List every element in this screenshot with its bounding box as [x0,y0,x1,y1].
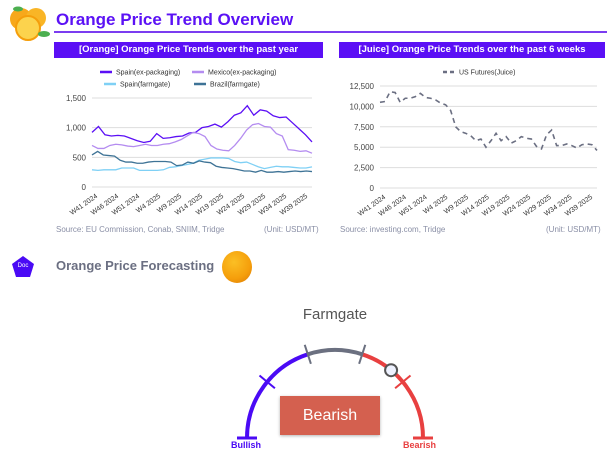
y-tick-label: 1,500 [66,94,87,103]
y-tick-label: 2,500 [354,164,375,173]
legend-label: US Futures(Juice) [459,70,515,77]
series-line-0 [379,90,598,151]
legend-label: Brazil(farmgate) [210,82,260,89]
orange-source: Source: EU Commission, Conab, SNIIM, Tri… [56,225,225,234]
y-tick-label: 12,500 [350,82,375,91]
gauge-tick [394,374,412,390]
gauge-tick [303,344,312,365]
series-line-2 [91,157,313,172]
bullish-label: Bullish [231,440,262,450]
legend-label: Spain(farmgate) [120,82,170,89]
gauge-needle-marker [384,363,399,378]
sentiment-gauge [237,344,433,440]
y-tick-label: 5,000 [354,143,375,152]
orange-unit: (Unit: USD/MT) [264,225,319,234]
y-tick-label: 500 [73,153,87,162]
juice-chart-title: [Juice] Orange Price Trends over the pas… [339,42,605,58]
page-title: Orange Price Trend Overview [56,10,294,29]
doc-badge: Doc [11,255,35,279]
gauge-neutral-arc [307,348,363,357]
series-line-0 [91,104,313,144]
gauge-bullish-arc [245,352,309,439]
verdict-badge: Bearish [280,396,380,435]
legend-label: Mexico(ex-packaging) [208,70,276,77]
gauge-tick [258,374,276,390]
juice-source: Source: investing.com, Tridge [340,225,446,234]
y-tick-label: 0 [370,184,375,193]
gauge-title: Farmgate [302,306,368,323]
doc-badge-label: Doc [17,263,29,269]
gauge-tick [358,344,367,365]
orange-logo [6,4,50,42]
bearish-label: Bearish [403,440,437,450]
orange-icon [222,251,252,283]
orange-chart-title: [Orange] Orange Price Trends over the pa… [54,42,323,58]
juice-unit: (Unit: USD/MT) [546,225,601,234]
y-tick-label: 1,000 [66,124,87,133]
title-divider [54,31,607,33]
y-tick-label: 7,500 [354,123,375,132]
gauge-bearish-arc [361,352,425,439]
y-tick-label: 10,000 [350,102,375,111]
legend-label: Spain(ex-packaging) [116,70,180,77]
series-line-3 [91,150,313,173]
y-tick-label: 0 [82,183,87,192]
series-line-1 [91,122,313,154]
forecast-title: Orange Price Forecasting [56,258,215,273]
